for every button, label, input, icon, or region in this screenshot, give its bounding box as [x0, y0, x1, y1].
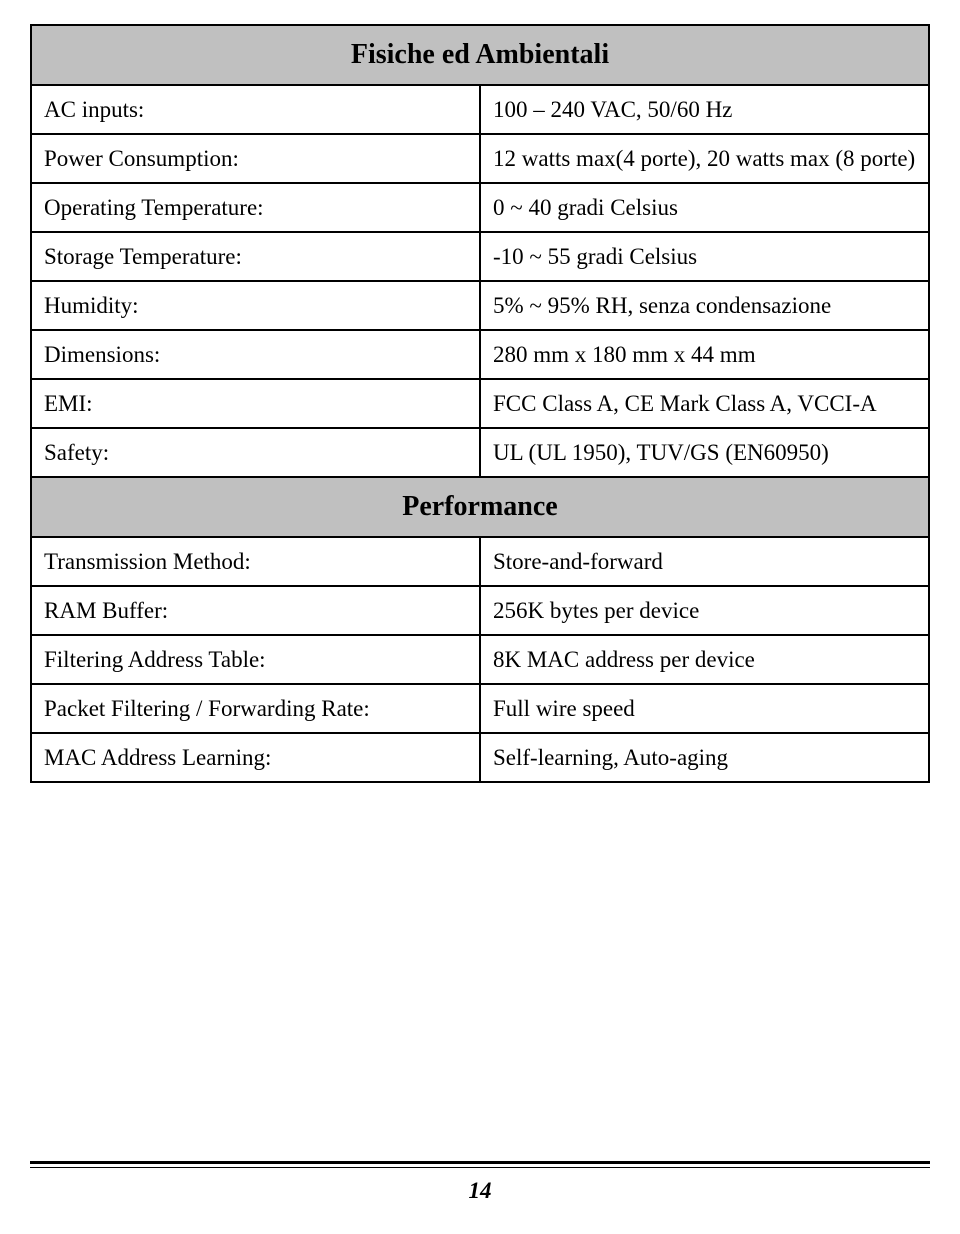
- spec-value: FCC Class A, CE Mark Class A, VCCI-A: [480, 379, 929, 428]
- page: Fisiche ed Ambientali AC inputs: 100 – 2…: [0, 0, 960, 1234]
- footer-rule-thin: [30, 1167, 930, 1168]
- table-row: Storage Temperature: -10 ~ 55 gradi Cels…: [31, 232, 929, 281]
- spec-value: 5% ~ 95% RH, senza condensazione: [480, 281, 929, 330]
- table-row: Transmission Method: Store-and-forward: [31, 537, 929, 586]
- spec-label: Operating Temperature:: [31, 183, 480, 232]
- spec-label: MAC Address Learning:: [31, 733, 480, 782]
- section-header-physical: Fisiche ed Ambientali: [31, 25, 929, 85]
- table-row: Packet Filtering / Forwarding Rate: Full…: [31, 684, 929, 733]
- spec-table: Fisiche ed Ambientali AC inputs: 100 – 2…: [30, 24, 930, 783]
- table-row: RAM Buffer: 256K bytes per device: [31, 586, 929, 635]
- table-row: Operating Temperature: 0 ~ 40 gradi Cels…: [31, 183, 929, 232]
- page-footer: 14: [30, 1161, 930, 1204]
- spec-value: 8K MAC address per device: [480, 635, 929, 684]
- table-row: Dimensions: 280 mm x 180 mm x 44 mm: [31, 330, 929, 379]
- table-row: Filtering Address Table: 8K MAC address …: [31, 635, 929, 684]
- spec-label: Packet Filtering / Forwarding Rate:: [31, 684, 480, 733]
- spec-label: Power Consumption:: [31, 134, 480, 183]
- spec-label: EMI:: [31, 379, 480, 428]
- table-row: MAC Address Learning: Self-learning, Aut…: [31, 733, 929, 782]
- spec-value: 256K bytes per device: [480, 586, 929, 635]
- spec-label: Dimensions:: [31, 330, 480, 379]
- spec-label: Transmission Method:: [31, 537, 480, 586]
- spec-label: Humidity:: [31, 281, 480, 330]
- section-title-performance: Performance: [31, 477, 929, 537]
- spec-value: 12 watts max(4 porte), 20 watts max (8 p…: [480, 134, 929, 183]
- spec-label: AC inputs:: [31, 85, 480, 134]
- page-number: 14: [30, 1178, 930, 1204]
- spec-value: UL (UL 1950), TUV/GS (EN60950): [480, 428, 929, 477]
- table-row: Power Consumption: 12 watts max(4 porte)…: [31, 134, 929, 183]
- table-row: Humidity: 5% ~ 95% RH, senza condensazio…: [31, 281, 929, 330]
- footer-rule-thick: [30, 1161, 930, 1164]
- spec-value: 100 – 240 VAC, 50/60 Hz: [480, 85, 929, 134]
- spec-label: RAM Buffer:: [31, 586, 480, 635]
- spec-value: 0 ~ 40 gradi Celsius: [480, 183, 929, 232]
- section-header-performance: Performance: [31, 477, 929, 537]
- spec-value: -10 ~ 55 gradi Celsius: [480, 232, 929, 281]
- spec-value: Store-and-forward: [480, 537, 929, 586]
- spec-value: 280 mm x 180 mm x 44 mm: [480, 330, 929, 379]
- spec-label: Storage Temperature:: [31, 232, 480, 281]
- spec-label: Filtering Address Table:: [31, 635, 480, 684]
- table-row: Safety: UL (UL 1950), TUV/GS (EN60950): [31, 428, 929, 477]
- spec-label: Safety:: [31, 428, 480, 477]
- spec-value: Self-learning, Auto-aging: [480, 733, 929, 782]
- table-row: AC inputs: 100 – 240 VAC, 50/60 Hz: [31, 85, 929, 134]
- section-title-physical: Fisiche ed Ambientali: [31, 25, 929, 85]
- table-row: EMI: FCC Class A, CE Mark Class A, VCCI-…: [31, 379, 929, 428]
- spec-value: Full wire speed: [480, 684, 929, 733]
